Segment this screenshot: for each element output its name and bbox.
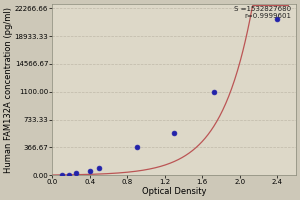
Point xyxy=(172,131,177,134)
Point xyxy=(212,90,217,93)
Point xyxy=(88,169,92,172)
Point xyxy=(74,171,78,175)
X-axis label: Optical Density: Optical Density xyxy=(142,187,206,196)
Point xyxy=(67,174,72,177)
Point xyxy=(97,166,102,169)
Point xyxy=(275,17,280,21)
Point xyxy=(59,174,64,177)
Point xyxy=(134,146,139,149)
Text: S =1532827680
r=0.9999601: S =1532827680 r=0.9999601 xyxy=(234,6,291,19)
Y-axis label: Human FAM132A concentration (pg/ml): Human FAM132A concentration (pg/ml) xyxy=(4,7,13,173)
